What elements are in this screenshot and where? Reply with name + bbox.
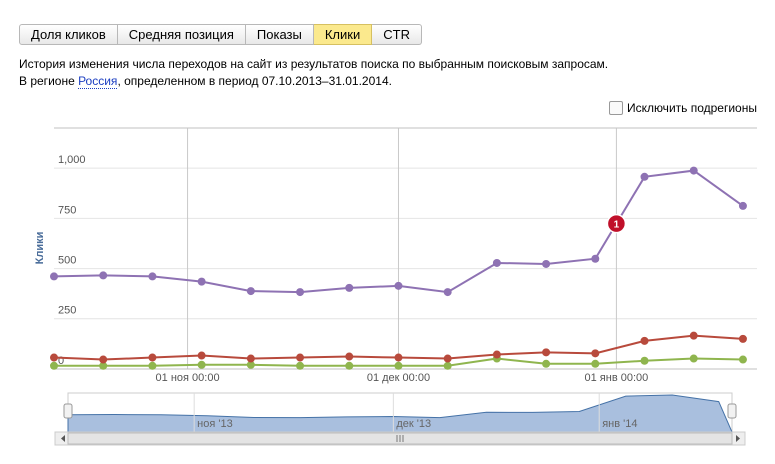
data-point bbox=[197, 351, 206, 360]
y-tick-label: 250 bbox=[58, 305, 76, 317]
y-tick-label: 500 bbox=[58, 254, 76, 266]
exclude-subregions[interactable]: Исключить подрегионы bbox=[608, 101, 757, 115]
text: , определенном в период 07.10.2013–31.01… bbox=[117, 74, 392, 88]
data-point bbox=[492, 350, 501, 359]
event-flag-label: 1 bbox=[614, 219, 620, 230]
checkbox[interactable] bbox=[608, 101, 623, 115]
data-point bbox=[591, 254, 600, 263]
navigator-handle[interactable] bbox=[63, 403, 73, 419]
y-tick-label: 750 bbox=[58, 204, 76, 216]
data-point bbox=[246, 287, 255, 296]
navigator-handle[interactable] bbox=[727, 403, 737, 419]
data-point bbox=[443, 354, 452, 363]
region-link[interactable]: Россия bbox=[78, 74, 118, 89]
data-point bbox=[394, 281, 403, 290]
data-point bbox=[99, 355, 108, 364]
data-point bbox=[246, 354, 255, 363]
data-point bbox=[148, 361, 157, 370]
data-point bbox=[443, 361, 452, 370]
data-point bbox=[50, 361, 58, 370]
tab[interactable]: Средняя позиция bbox=[117, 24, 246, 45]
navigator-label: дек '13 bbox=[396, 418, 431, 430]
data-point bbox=[640, 336, 649, 345]
data-point bbox=[345, 361, 354, 370]
data-point bbox=[296, 361, 305, 370]
data-point bbox=[738, 334, 747, 343]
data-point bbox=[296, 353, 305, 362]
description-line: История изменения числа переходов на сай… bbox=[19, 57, 609, 71]
checkbox-label: Исключить подрегионы bbox=[626, 101, 757, 115]
data-point bbox=[148, 353, 157, 362]
navigator-area bbox=[67, 394, 733, 433]
navigator-label: янв '14 bbox=[602, 418, 637, 430]
data-point bbox=[345, 283, 354, 292]
data-point bbox=[50, 353, 58, 362]
tab[interactable]: Клики bbox=[313, 24, 373, 45]
data-point bbox=[345, 352, 354, 361]
data-point bbox=[542, 259, 551, 268]
description: История изменения числа переходов на сай… bbox=[19, 56, 608, 90]
data-point bbox=[99, 361, 108, 370]
data-point bbox=[542, 359, 551, 368]
data-point bbox=[689, 354, 698, 363]
x-tick-label: 01 дек 00:00 bbox=[367, 372, 430, 384]
data-point bbox=[640, 172, 649, 181]
data-point bbox=[197, 277, 206, 286]
description-line: В регионе Россия, определенном в период … bbox=[19, 73, 608, 90]
data-point bbox=[50, 272, 58, 281]
data-point bbox=[689, 331, 698, 340]
tab-bar: Доля кликов Средняя позиция Показы Клики CTR bbox=[19, 24, 422, 45]
data-point bbox=[591, 349, 600, 358]
y-tick-label: 0 bbox=[58, 355, 64, 367]
x-tick-label: 01 янв 00:00 bbox=[585, 372, 649, 384]
data-point bbox=[443, 288, 452, 297]
x-tick-label: 01 ноя 00:00 bbox=[156, 372, 220, 384]
data-point bbox=[99, 271, 108, 280]
y-tick-label: 1,000 bbox=[58, 154, 86, 166]
event-flag[interactable] bbox=[606, 213, 627, 234]
tab[interactable]: CTR bbox=[372, 24, 422, 45]
data-point bbox=[394, 353, 403, 362]
text: В регионе bbox=[19, 74, 79, 88]
data-point bbox=[296, 288, 305, 297]
data-point bbox=[492, 258, 501, 267]
data-point bbox=[738, 355, 747, 364]
data-point bbox=[394, 361, 403, 370]
data-point bbox=[591, 359, 600, 368]
scroll-right[interactable] bbox=[736, 435, 740, 442]
data-point bbox=[689, 166, 698, 175]
tab[interactable]: Доля кликов bbox=[19, 24, 118, 45]
data-point bbox=[197, 360, 206, 369]
navigator-label: ноя '13 bbox=[197, 418, 233, 430]
data-point bbox=[148, 272, 157, 281]
data-point bbox=[542, 348, 551, 357]
scroll-left[interactable] bbox=[61, 435, 65, 442]
data-point bbox=[246, 360, 255, 369]
tab[interactable]: Показы bbox=[245, 24, 314, 45]
data-point bbox=[738, 201, 747, 210]
y-axis-title: Клики bbox=[34, 232, 46, 265]
data-point bbox=[640, 356, 649, 365]
scrollbar-grip bbox=[396, 435, 404, 442]
